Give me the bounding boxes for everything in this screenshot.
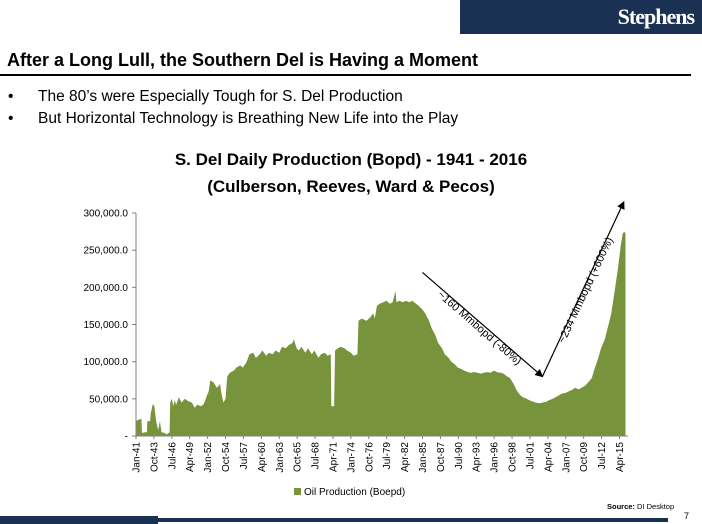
x-tick-label: Jul-46 [167, 442, 178, 470]
x-tick-label: Jan-96 [490, 442, 501, 473]
brand-banner: Stephens [460, 0, 702, 34]
annotation-label: ~160 Mmbopd (-80%) [435, 289, 523, 368]
x-tick-label: Oct-65 [293, 442, 304, 472]
x-tick-label: Apr-60 [257, 442, 268, 472]
bullet-icon: • [8, 110, 14, 127]
x-tick-label: Oct-76 [364, 442, 375, 472]
y-tick-label: 250,000.0 [84, 246, 129, 257]
x-tick-label: Jul-79 [382, 442, 393, 470]
x-tick-label: Oct-09 [579, 442, 590, 472]
title-divider [0, 74, 691, 76]
x-tick-label: Apr-82 [400, 442, 411, 472]
footer-bar-left [0, 516, 158, 524]
legend-label: Oil Production (Boepd) [304, 487, 405, 498]
bullet-text: But Horizontal Technology is Breathing N… [38, 110, 459, 127]
x-tick-label: Oct-87 [436, 442, 447, 472]
slide-title: After a Long Lull, the Southern Del is H… [7, 50, 479, 70]
annotation-arrow [422, 272, 544, 378]
x-tick-label: Oct-43 [149, 442, 160, 472]
x-tick-label: Jan-63 [275, 442, 286, 473]
source-value: DI Desktop [637, 502, 675, 511]
y-tick-label: 50,000.0 [89, 394, 128, 405]
x-tick-label: Apr-49 [185, 442, 196, 472]
y-tick-label: 150,000.0 [84, 320, 129, 331]
bullet-icon: • [8, 88, 14, 105]
x-tick-label: Jan-07 [561, 442, 572, 473]
x-tick-label: Oct-54 [221, 442, 232, 472]
x-tick-label: Jul-90 [454, 442, 465, 470]
bullet-text: The 80’s were Especially Tough for S. De… [38, 88, 403, 105]
x-tick-label: Apr-93 [472, 442, 483, 472]
bullet-item: • But Horizontal Technology is Breathing … [8, 108, 458, 130]
x-tick-label: Jul-01 [526, 442, 537, 470]
annotation-arrow [541, 200, 625, 377]
y-tick-label: 200,000.0 [84, 283, 129, 294]
bullet-list: • The 80’s were Especially Tough for S. D… [8, 86, 458, 130]
x-tick-label: Jan-74 [346, 442, 357, 473]
page-number: 7 [684, 511, 690, 521]
series-area-oil-production [136, 231, 626, 436]
x-tick-label: Jan-85 [418, 442, 429, 473]
x-tick-label: Jan-52 [203, 442, 214, 473]
x-tick-label: Apr-04 [543, 442, 554, 472]
company-logo: Stephens [617, 4, 695, 29]
source-label: Source: [607, 502, 635, 511]
source-note: Source: DI Desktop [607, 502, 674, 511]
y-tick-label: - [125, 432, 128, 443]
x-tick-label: Jan-41 [132, 442, 143, 473]
chart-title: S. Del Daily Production (Bopd) - 1941 - … [174, 150, 528, 169]
y-tick-label: 100,000.0 [84, 357, 129, 368]
x-tick-label: Jul-68 [311, 442, 322, 470]
annotation-label: ~234 Mmbopd (+600%) [556, 236, 616, 346]
chart-subtitle: (Culberson, Reeves, Ward & Pecos) [207, 177, 495, 196]
x-tick-label: Apr-71 [329, 442, 340, 472]
x-tick-label: Apr-15 [615, 442, 626, 472]
x-tick-label: Jul-12 [597, 442, 608, 470]
bullet-item: • The 80’s were Especially Tough for S. D… [8, 86, 458, 108]
y-tick-label: 300,000.0 [84, 209, 129, 220]
legend-swatch [294, 488, 301, 495]
x-tick-label: Oct-98 [508, 442, 519, 472]
x-tick-label: Jul-57 [239, 442, 250, 470]
footer-bar-right [158, 518, 668, 522]
